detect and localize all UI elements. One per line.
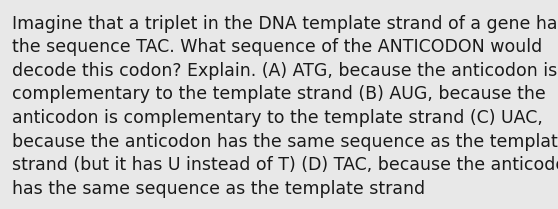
Text: anticodon is complementary to the template strand (C) UAC,: anticodon is complementary to the templa…: [12, 109, 543, 127]
Text: decode this codon? Explain. (A) ATG, because the anticodon is: decode this codon? Explain. (A) ATG, bec…: [12, 62, 557, 80]
Text: Imagine that a triplet in the DNA template strand of a gene has: Imagine that a triplet in the DNA templa…: [12, 15, 558, 33]
Text: has the same sequence as the template strand: has the same sequence as the template st…: [12, 180, 425, 198]
Text: strand (but it has U instead of T) (D) TAC, because the anticodon: strand (but it has U instead of T) (D) T…: [12, 156, 558, 174]
Text: complementary to the template strand (B) AUG, because the: complementary to the template strand (B)…: [12, 85, 546, 103]
Text: the sequence TAC. What sequence of the ANTICODON would: the sequence TAC. What sequence of the A…: [12, 38, 542, 56]
Text: because the anticodon has the same sequence as the template: because the anticodon has the same seque…: [12, 133, 558, 151]
